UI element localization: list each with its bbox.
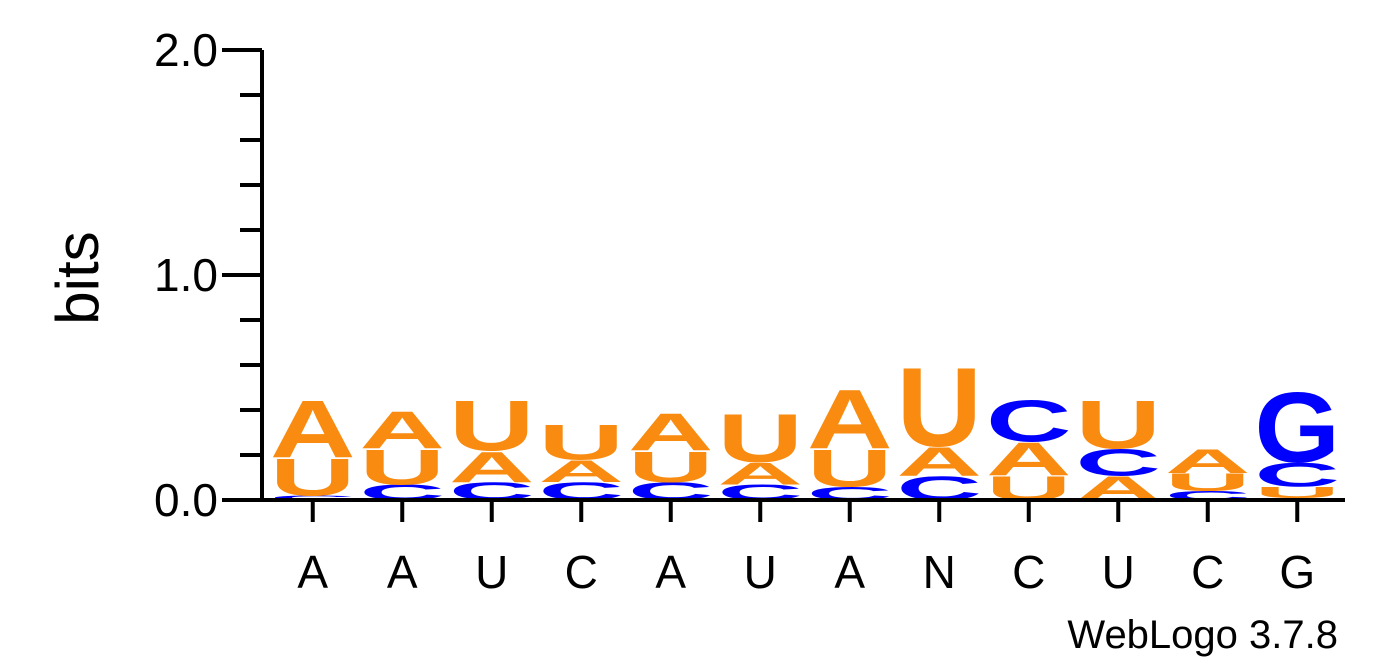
logo-stack: CUA (807, 372, 893, 504)
y-tick-label: 2.0 (154, 24, 218, 76)
logo-letter-u: U (628, 442, 713, 491)
x-tick-label: A (297, 546, 328, 598)
logo-stack: CAU (539, 415, 625, 506)
logo-letter-a: A (628, 403, 714, 462)
logo-letter-c: C (270, 494, 356, 501)
logo-stack: CAU (897, 345, 983, 508)
x-tick-label: U (744, 546, 777, 598)
logo-letter-u: U (718, 399, 803, 476)
logo-letter-a: A (986, 433, 1071, 486)
weblogo-credit: WebLogo 3.7.8 (1067, 613, 1338, 657)
y-axis-label: bits (44, 231, 111, 324)
logo-letter-u: U (1165, 469, 1250, 497)
y-axis: 0.0 1.0 2.0 (154, 24, 264, 526)
logo-letter-u: U (360, 440, 445, 496)
x-tick-label: N (923, 546, 956, 598)
x-tick-label: A (655, 546, 686, 598)
logo-letter-c: C (986, 388, 1071, 455)
x-tick-label: A (834, 546, 865, 598)
logo-letter-u: U (807, 439, 893, 498)
x-tick-label: A (387, 546, 418, 598)
logo-letter-a: A (897, 439, 983, 484)
x-tick-label: C (1012, 546, 1045, 598)
logo-letter-u: U (1255, 484, 1341, 501)
x-tick-label: G (1279, 546, 1315, 598)
y-tick-label: 0.0 (154, 474, 218, 526)
logo-letter-a: A (539, 454, 625, 489)
logo-letter-a: A (449, 442, 534, 491)
logo-letter-u: U (270, 448, 356, 507)
logo-letter-c: C (1076, 442, 1161, 484)
logo-letter-u: U (1076, 386, 1161, 463)
logo-letter-u: U (897, 345, 982, 471)
x-tick-label: C (1191, 546, 1224, 598)
logo-stack: CAU (449, 385, 534, 505)
logo-stack: CUA (270, 384, 356, 507)
logo-stack: CAU (718, 399, 804, 505)
logo-stack: CUA (360, 401, 446, 505)
logo-stack: CUA (1165, 442, 1250, 502)
logo-letter-a: A (270, 384, 355, 475)
x-tick-label: U (475, 546, 508, 598)
logo-letter-u: U (449, 385, 534, 466)
x-tick-label: U (1102, 546, 1135, 598)
logo-stacks: CUACUACAUCAUCUACAUCUACAUUACACUCUAAUCG (270, 345, 1340, 508)
logo-stack: UAC (986, 388, 1071, 508)
logo-letter-g: G (1255, 372, 1340, 483)
logo-letter-a: A (1165, 442, 1250, 480)
y-tick-label: 1.0 (154, 249, 218, 301)
logo-letter-a: A (807, 372, 892, 466)
logo-letter-c: C (1255, 456, 1340, 494)
logo-stack: CUA (628, 403, 714, 506)
logo-letter-a: A (360, 401, 446, 460)
logo-stack: ACU (1076, 386, 1161, 508)
x-tick-label: C (565, 546, 598, 598)
logo-letter-a: A (718, 456, 804, 491)
logo-letter-u: U (539, 415, 624, 471)
